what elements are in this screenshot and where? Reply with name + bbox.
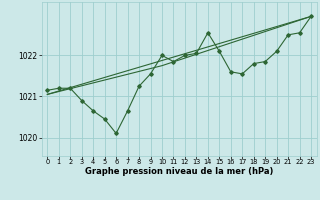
X-axis label: Graphe pression niveau de la mer (hPa): Graphe pression niveau de la mer (hPa) [85, 167, 273, 176]
